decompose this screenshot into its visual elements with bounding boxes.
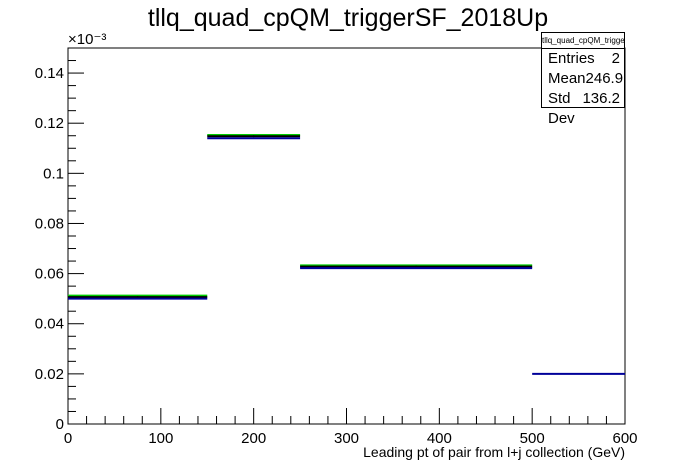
y-tick-label: 0.14 xyxy=(35,65,64,82)
x-tick-label: 0 xyxy=(64,430,72,447)
x-axis: 0 100 200 300 400 500 600 xyxy=(64,408,638,447)
x-tick-label: 500 xyxy=(520,430,545,447)
x-axis-title: Leading pt of pair from l+j collection (… xyxy=(363,444,625,460)
stats-row-stddev: Std Dev 136.2 xyxy=(542,89,624,127)
x-tick-label: 400 xyxy=(427,430,452,447)
stats-box: tllq_quad_cpQM_triggerSF_2018Up Entries … xyxy=(541,32,625,127)
stats-label: Std Dev xyxy=(548,90,575,127)
stats-label: Mean xyxy=(548,70,586,87)
histogram-bins xyxy=(68,133,625,375)
y-tick-label: 0.02 xyxy=(35,366,64,383)
x-tick-label: 200 xyxy=(241,430,266,447)
stats-row-entries: Entries 2 xyxy=(542,49,624,69)
stats-value: 136.2 xyxy=(582,90,620,107)
y-tick-label: 0.12 xyxy=(35,115,64,132)
y-tick-label: 0.08 xyxy=(35,215,64,232)
y-tick-label: 0.06 xyxy=(35,266,64,283)
stats-row-mean: Mean 246.9 xyxy=(542,69,624,89)
y-tick-label: 0 xyxy=(56,416,64,433)
stats-label: Entries xyxy=(548,50,595,67)
x-tick-label: 600 xyxy=(612,430,637,447)
chart-title: tllq_quad_cpQM_triggerSF_2018Up xyxy=(147,4,549,32)
y-tick-label: 0.04 xyxy=(35,316,64,333)
stats-value: 2 xyxy=(611,50,620,67)
stats-value: 246.9 xyxy=(585,70,624,87)
y-tick-label: 0.1 xyxy=(43,165,64,182)
x-tick-label: 100 xyxy=(148,430,173,447)
y-axis-multiplier: ×10⁻³ xyxy=(68,31,106,48)
x-tick-label: 300 xyxy=(334,430,359,447)
y-axis: 0 0.02 0.04 0.06 0.08 0.1 0.12 0.14 xyxy=(35,47,84,433)
stats-box-title: tllq_quad_cpQM_triggerSF_2018Up xyxy=(542,33,624,49)
